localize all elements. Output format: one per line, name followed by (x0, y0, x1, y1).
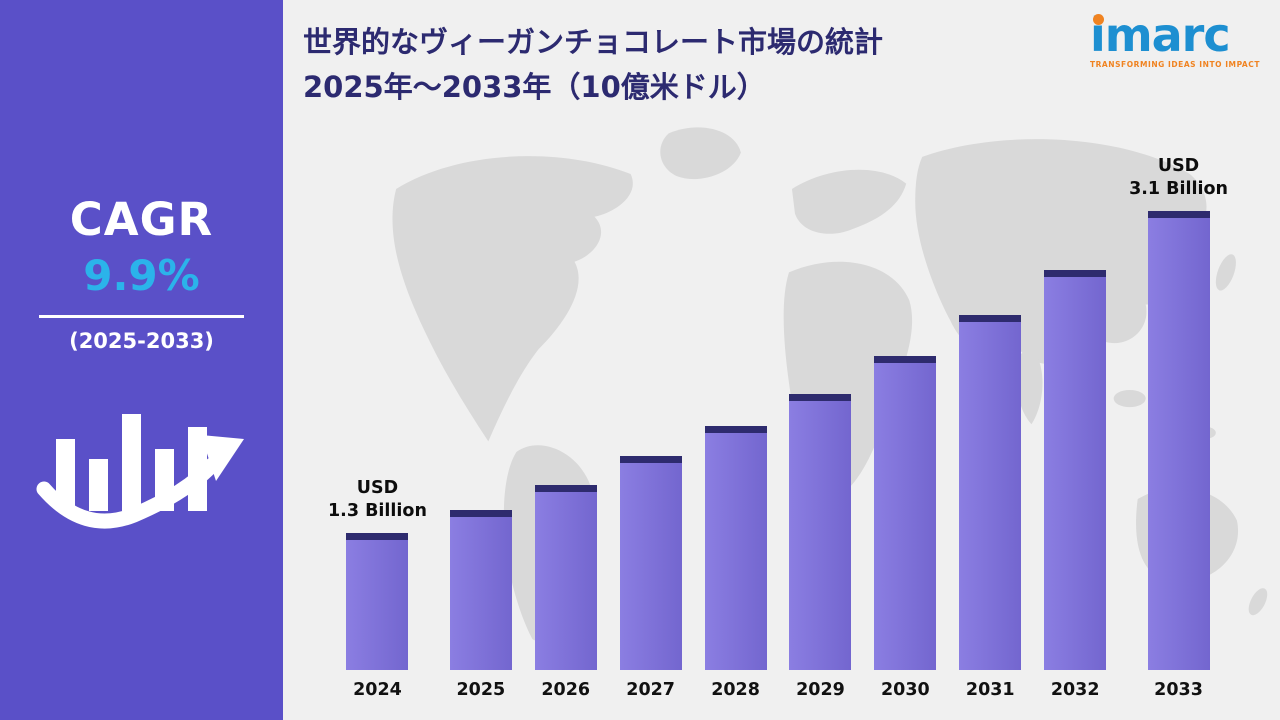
cagr-label: CAGR (69, 193, 214, 246)
bar-column-2026: 2026 (534, 485, 597, 700)
bar-2032 (1044, 270, 1107, 670)
chart-title: 世界的なヴィーガンチョコレート市場の統計 2025年～2033年（10億米ドル） (303, 20, 883, 110)
bar-chart: USD 1.3 Billion 2024 2025 2026 2027 2028 2029 2… (328, 155, 1228, 700)
bar-column-2024: USD 1.3 Billion 2024 (328, 477, 427, 700)
x-axis-label-2028: 2028 (711, 680, 760, 700)
bar-column-2031: 2031 (959, 315, 1022, 700)
x-axis-label-2024: 2024 (353, 680, 402, 700)
imarc-wordmark: imarc (1090, 12, 1231, 58)
bar-2024 (346, 533, 409, 670)
bar-column-2028: 2028 (704, 426, 767, 700)
cagr-value: 9.9% (83, 251, 200, 301)
bar-column-2027: 2027 (619, 456, 682, 700)
cagr-period: (2025-2033) (69, 329, 214, 354)
bar-2027 (619, 456, 682, 670)
chart-title-line2: 2025年～2033年（10億米ドル） (303, 69, 766, 104)
bar-column-2032: 2032 (1044, 270, 1107, 700)
x-axis-label-2030: 2030 (881, 680, 930, 700)
header: 世界的なヴィーガンチョコレート市場の統計 2025年～2033年（10億米ドル）… (283, 0, 1280, 110)
x-axis-label-2025: 2025 (456, 680, 506, 700)
bar-2026 (534, 485, 597, 670)
divider-line (39, 315, 244, 319)
bar-2033 (1147, 211, 1210, 670)
chart-title-line1: 世界的なヴィーガンチョコレート市場の統計 (303, 25, 884, 59)
cagr-sidebar: CAGR 9.9% (2025-2033) (0, 0, 283, 720)
bar-2025 (449, 510, 512, 670)
x-axis-label-2033: 2033 (1154, 680, 1203, 700)
bar-column-2030: 2030 (874, 356, 937, 700)
logo-text: imarc (1089, 8, 1231, 62)
x-axis-label-2031: 2031 (965, 680, 1015, 700)
bar-2031 (959, 315, 1022, 670)
bar-column-2025: 2025 (449, 510, 512, 700)
x-axis-label-2032: 2032 (1050, 680, 1100, 700)
bar-2028 (704, 426, 767, 670)
x-axis-label-2026: 2026 (541, 680, 591, 700)
growth-chart-arrow-icon (0, 377, 283, 549)
bar-2030 (874, 356, 937, 670)
x-axis-label-2029: 2029 (796, 680, 845, 700)
bar-column-2033: USD 3.1 Billion 2033 (1129, 155, 1228, 700)
value-label-2024: USD 1.3 Billion (328, 477, 427, 522)
bar-column-2029: 2029 (789, 394, 852, 700)
bar-2029 (789, 394, 852, 670)
logo-dot-icon (1092, 14, 1104, 25)
imarc-logo: imarc TRANSFORMING IDEAS INTO IMPACT (1090, 12, 1266, 69)
value-label-2033: USD 3.1 Billion (1129, 155, 1228, 200)
chart-panel: 世界的なヴィーガンチョコレート市場の統計 2025年～2033年（10億米ドル）… (283, 0, 1280, 720)
x-axis-label-2027: 2027 (626, 680, 675, 700)
logo-tagline: TRANSFORMING IDEAS INTO IMPACT (1089, 60, 1260, 69)
